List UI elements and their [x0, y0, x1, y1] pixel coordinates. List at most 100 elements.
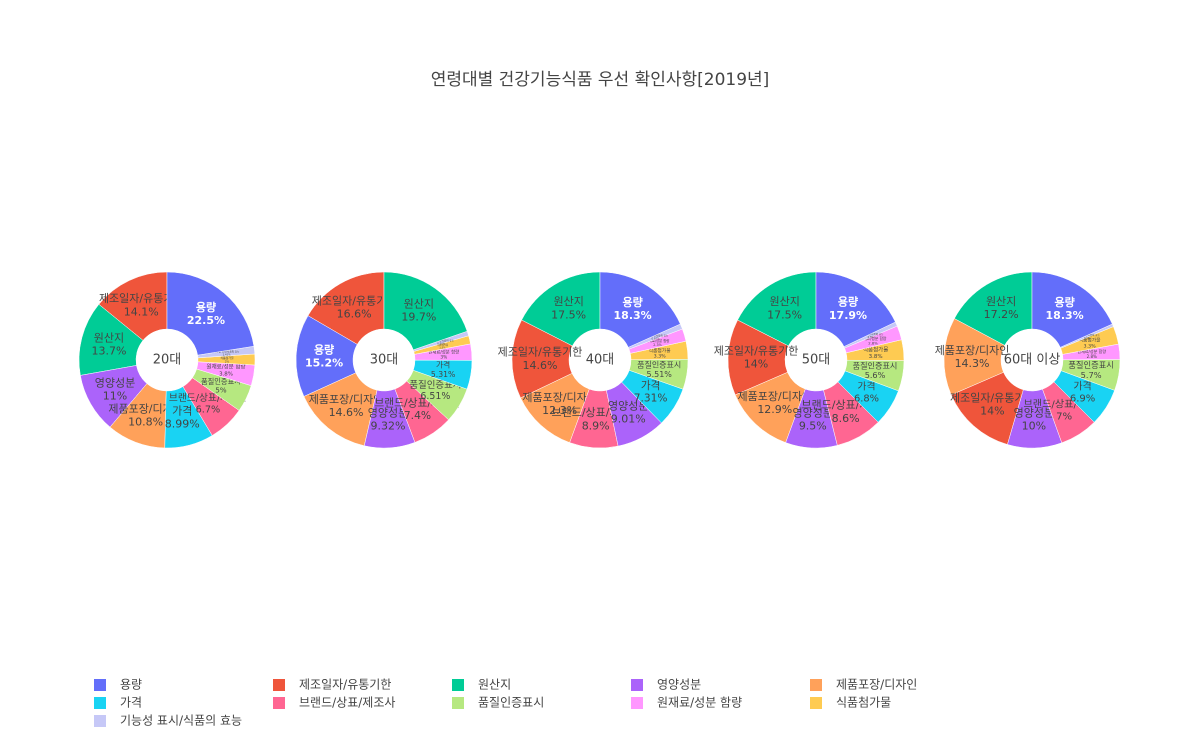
slice-value: 3.8% [219, 371, 233, 377]
slice-label: 용량 [838, 296, 858, 309]
slice-value: 2% [225, 359, 230, 363]
slice [511, 319, 573, 399]
slice-label: 제조일자/유통기한 [99, 291, 184, 305]
legend-label: 식품첨가물 [836, 696, 891, 710]
slice-label: 제품포장/디자인 [738, 390, 813, 403]
slice [166, 271, 255, 356]
legend-swatch [94, 697, 106, 709]
slice [196, 361, 256, 386]
legend-label: 용량 [120, 678, 142, 692]
slice-label: 영양성분 [793, 406, 833, 419]
slice [383, 271, 468, 351]
legend-label: 품질인증표시 [478, 696, 544, 710]
slice-label: 용량 [1055, 296, 1075, 309]
pie-center-label: 60대 이상 [1004, 353, 1061, 368]
slice [727, 319, 789, 396]
slice-value: 3% [440, 355, 447, 361]
slice [109, 383, 167, 449]
slice-label: 품질인증표시 [637, 360, 681, 370]
legend-label: 제조일자/유통기한 [299, 678, 391, 692]
slice [943, 318, 1005, 396]
slice [599, 271, 681, 348]
legend-swatch [631, 697, 643, 709]
slice-value: 6.9% [1070, 393, 1095, 404]
slice-value: 0.97% [652, 337, 661, 341]
pie-center-label: 20대 [153, 353, 182, 368]
slice-label: 가격 [172, 404, 192, 417]
slice-value: 2.3% [653, 343, 661, 347]
slice-label: 품질인증표시 [853, 361, 898, 371]
slice-label: 용량 [196, 301, 216, 314]
slice-label: 제조일자/유통기한 [498, 345, 583, 359]
slice [307, 271, 385, 345]
slice [628, 328, 687, 354]
slice-label: 원재료/성분 함량 [860, 336, 887, 341]
pie-center-label: 40대 [586, 353, 615, 368]
slice-label: 원재료/성분 함량 [207, 363, 246, 371]
slice-label: 기능성 표시/식품의 효능 [643, 334, 669, 338]
slice-label: 식품첨가물 [649, 347, 672, 354]
slice-value: 17.9% [829, 309, 867, 322]
slice [823, 381, 879, 446]
slice-label: 원산지 [94, 331, 124, 344]
slice [737, 271, 817, 347]
slice-value: 22.5% [187, 314, 225, 327]
slice [606, 381, 662, 447]
slice-value: 6.51% [420, 391, 450, 402]
slice-label: 제조일자/유통기한 [312, 293, 397, 307]
slice-label: 품질인증표시 [1068, 360, 1114, 370]
slice-value: 3.3% [1084, 343, 1097, 349]
slice [815, 271, 896, 347]
legend-label: 가격 [120, 696, 142, 710]
chart-title: 연령대별 건강기능식품 우선 확인사항[2019년] [431, 70, 770, 90]
slice [192, 368, 252, 411]
slice-value: 11% [103, 389, 127, 402]
slice-value: 1.5% [439, 346, 446, 350]
slice-value: 12.9% [757, 403, 792, 416]
slice-value: 14% [980, 405, 1004, 418]
slice [521, 271, 601, 347]
slice [80, 365, 148, 428]
slice-value: 10% [1022, 420, 1046, 433]
slice-label: 기능성 표시/식품의 효능 [214, 350, 240, 354]
slice-value: 0.5% [1084, 336, 1091, 340]
slice-value: 2.6% [868, 342, 878, 346]
slice [1031, 271, 1113, 348]
slice [844, 359, 905, 392]
slice-value: 17.5% [551, 308, 586, 321]
legend-label: 기능성 표시/식품의 효능 [120, 714, 242, 728]
slice-label: 제품포장/디자인 [935, 344, 1010, 357]
slice [1007, 388, 1063, 449]
slice-label: 영양성분 [368, 406, 408, 419]
slice [363, 388, 416, 449]
slice-value: 8.99% [165, 418, 200, 431]
slice-label: 영양성분 [1014, 406, 1054, 419]
slice-label: 원산지 [769, 295, 799, 308]
slice-value: 5.7% [1081, 370, 1102, 380]
legend-label: 원재료/성분 함량 [657, 696, 742, 710]
slice [629, 340, 689, 360]
slice-value: 10.8% [128, 416, 163, 429]
slice-value: 5.6% [865, 370, 886, 380]
slice-value: 14.6% [523, 359, 558, 372]
legend-swatch [273, 679, 285, 691]
slice-label: 제품포장/디자인 [522, 391, 597, 404]
slice [844, 325, 902, 354]
slice [954, 271, 1033, 346]
slice-value: 0.86% [437, 341, 446, 345]
slice [1062, 343, 1121, 361]
slice [845, 339, 905, 361]
slice-value: 18.3% [1046, 309, 1084, 322]
legend-label: 원산지 [478, 678, 511, 692]
slice-label: 영양성분 [608, 399, 648, 412]
slice-value: 15.2% [305, 357, 343, 370]
slice-label: 식품첨가물 [437, 343, 449, 347]
slice-value: 9.32% [371, 419, 406, 432]
legend-swatch [94, 715, 106, 727]
slice [837, 370, 899, 423]
slice-label: 용량 [623, 296, 643, 309]
slice [1060, 326, 1119, 355]
slice-value: 3.8% [869, 354, 883, 360]
slice [303, 372, 378, 447]
